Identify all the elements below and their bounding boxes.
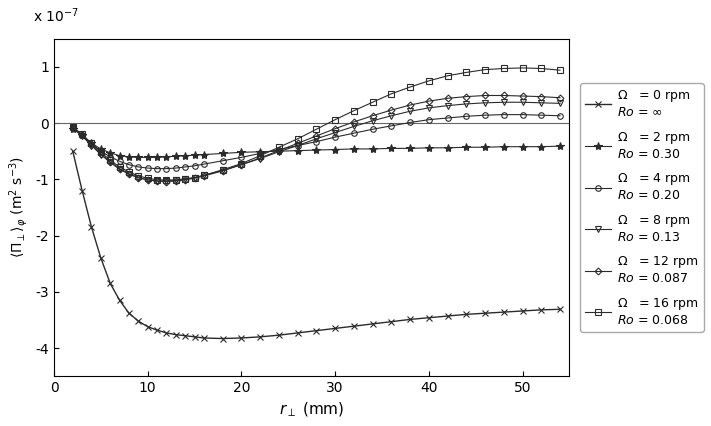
Text: x $10^{-7}$: x $10^{-7}$ — [33, 6, 80, 25]
Legend: $\Omega$   = 0 rpm
$Ro$ = $\infty$, $\Omega$   = 2 rpm
$Ro$ = 0.30, $\Omega$   =: $\Omega$ = 0 rpm $Ro$ = $\infty$, $\Omeg… — [580, 83, 704, 332]
X-axis label: $r_{\perp}$ (mm): $r_{\perp}$ (mm) — [279, 401, 344, 419]
Y-axis label: $\langle \Pi_{\perp} \rangle_{\varphi}$ (m$^2$ s$^{-3}$): $\langle \Pi_{\perp} \rangle_{\varphi}$ … — [7, 156, 30, 259]
